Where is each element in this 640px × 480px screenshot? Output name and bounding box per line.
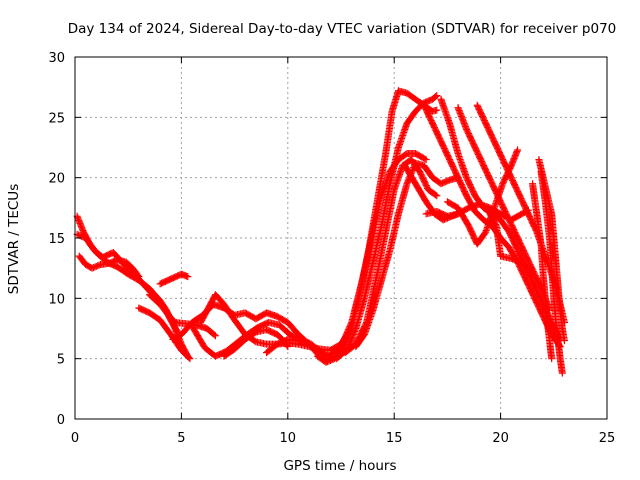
series-track-11 (263, 335, 313, 357)
data-point (514, 146, 522, 154)
data-point (524, 206, 532, 214)
x-tick-label: 15 (386, 431, 403, 446)
data-point (433, 106, 441, 114)
axis-ticks: 0 5 10 15 20 25 0 5 10 15 20 25 30 (48, 51, 615, 446)
data-point (351, 326, 359, 334)
x-tick-label: 5 (177, 431, 185, 446)
y-tick-label: 30 (48, 51, 65, 66)
x-tick-label: 20 (492, 431, 509, 446)
data-point (305, 339, 313, 347)
series-track-26 (537, 168, 566, 377)
y-tick-label: 25 (48, 111, 65, 126)
y-tick-label: 5 (57, 353, 65, 368)
series-track-22 (443, 146, 522, 248)
series-track-5 (145, 291, 219, 340)
data-point (560, 337, 568, 345)
data-series (73, 87, 568, 377)
data-point (172, 326, 180, 334)
x-tick-label: 25 (599, 431, 616, 446)
data-point (284, 343, 292, 351)
data-point (433, 92, 441, 100)
data-point (134, 271, 142, 279)
series-track-3 (75, 252, 143, 281)
data-point (558, 369, 566, 377)
data-point (523, 207, 531, 215)
data-point (433, 192, 441, 200)
chart-title: Day 134 of 2024, Sidereal Day-to-day VTE… (68, 21, 617, 37)
data-point (548, 355, 556, 363)
data-point (422, 156, 430, 164)
data-point (528, 269, 536, 277)
y-axis-label: SDTVAR / TECUs (6, 184, 22, 294)
data-point (210, 331, 218, 339)
x-axis-label: GPS time / hours (283, 458, 396, 474)
y-tick-label: 20 (48, 172, 65, 187)
data-point (135, 273, 143, 281)
data-point (186, 355, 194, 363)
series-track-13 (326, 150, 430, 359)
series-track-6 (156, 270, 192, 288)
data-point (211, 332, 219, 340)
series-track-24 (486, 210, 537, 278)
x-tick-label: 0 (71, 431, 79, 446)
data-point (421, 155, 429, 163)
data-point (184, 273, 192, 281)
y-tick-label: 15 (48, 232, 65, 247)
data-point (432, 191, 440, 199)
data-point (529, 270, 537, 278)
data-point (185, 354, 193, 362)
data-point (432, 93, 440, 101)
y-tick-label: 10 (48, 292, 65, 307)
series-track-16 (352, 159, 462, 351)
series-track-27 (529, 180, 556, 363)
series-track-23 (422, 200, 532, 224)
y-tick-label: 0 (57, 413, 65, 428)
x-tick-label: 10 (280, 431, 297, 446)
data-point (173, 327, 181, 335)
